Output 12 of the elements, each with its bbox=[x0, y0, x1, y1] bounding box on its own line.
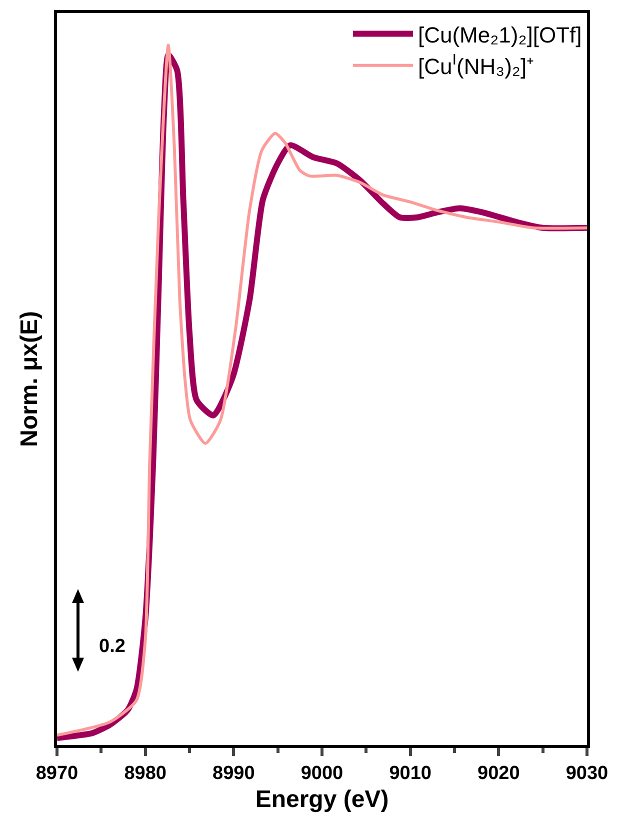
x-tick-label: 8970 bbox=[36, 762, 78, 784]
y-axis-title: Norm. μx(E) bbox=[16, 310, 44, 448]
x-tick-label: 9000 bbox=[300, 762, 344, 784]
x-tick-label: 9030 bbox=[566, 762, 608, 784]
x-tick-label: 9010 bbox=[389, 762, 432, 784]
x-axis-title: Energy (eV) bbox=[255, 786, 389, 814]
x-tick-label: 8980 bbox=[124, 762, 166, 784]
annotation: 0.2 bbox=[99, 636, 126, 657]
x-tick-label: 9020 bbox=[478, 762, 520, 784]
legend-label: [Cu$^{I}$(NH₃)₂]⁺ bbox=[418, 52, 534, 79]
x-tick-label: 8990 bbox=[212, 762, 255, 784]
legend-label: [Cu(Me₂1)₂][OTf] bbox=[418, 22, 582, 48]
